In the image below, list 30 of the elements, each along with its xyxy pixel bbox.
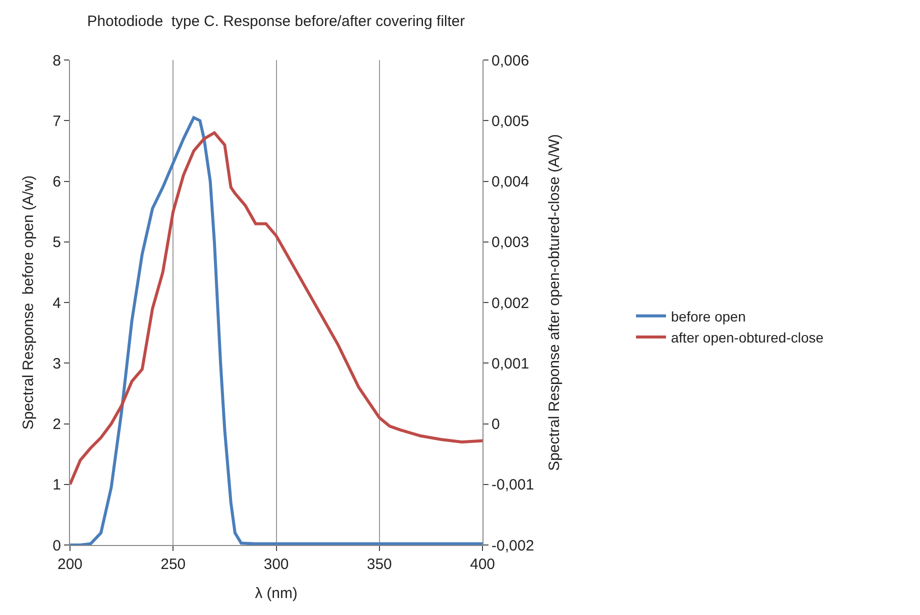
y2-tick-label: -0,002 — [492, 537, 534, 554]
y-tick-label: 1 — [52, 476, 61, 494]
y-tick-label: 5 — [52, 234, 61, 252]
y-tick-label: 2 — [52, 416, 61, 433]
y2-tick-label: 0,001 — [492, 355, 530, 372]
y2-tick-label: -0,001 — [492, 476, 534, 494]
y2-axis-title: Spectral Response after open-obtured-close (A/W) — [546, 134, 564, 471]
legend-label: before open — [671, 308, 746, 324]
y-tick-label: 3 — [52, 355, 61, 372]
y-tick-label: 8 — [52, 52, 61, 70]
y2-tick-label: 0,005 — [492, 112, 530, 130]
y2-tick-label: 0 — [492, 416, 500, 433]
x-axis-title: λ (nm) — [255, 585, 298, 602]
line-series — [70, 131, 482, 486]
x-tick-label: 300 — [264, 556, 289, 573]
y-axis-title: Spectral Response before open (A/w) — [20, 175, 37, 430]
x-tick-label: 350 — [366, 556, 392, 573]
x-tick-label: 400 — [470, 556, 496, 573]
y2-tick-label: 0,006 — [492, 52, 530, 70]
y-tick-label: 7 — [52, 112, 61, 130]
chart-title: Photodiode type C. Response before/after covering filter — [87, 12, 465, 30]
y2-tick-label: 0,004 — [492, 174, 530, 190]
x-tick-label: 200 — [57, 556, 83, 573]
legend-label: after open-obtured-close — [671, 330, 824, 346]
y2-tick-label: 0,003 — [492, 234, 530, 252]
y-tick-label: 0 — [52, 537, 61, 554]
y2-tick-label: 0,002 — [492, 294, 530, 312]
x-tick-label: 250 — [160, 556, 186, 573]
y-tick-label: 4 — [52, 294, 61, 312]
y-tick-label: 6 — [52, 174, 61, 190]
